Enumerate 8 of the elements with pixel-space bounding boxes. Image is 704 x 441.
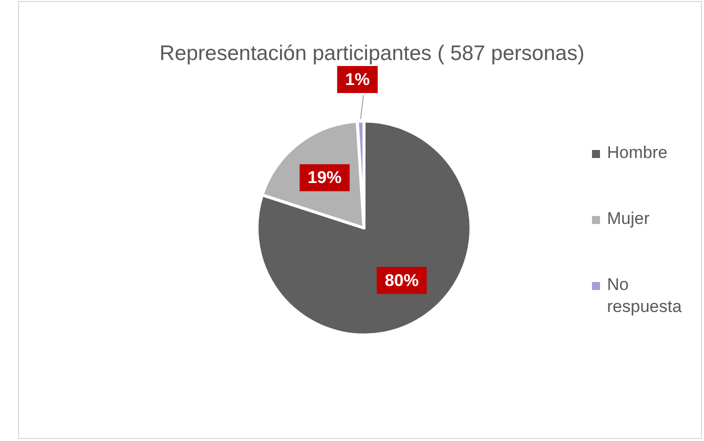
data-label: 19% (308, 168, 342, 188)
legend-label: Hombre (607, 143, 668, 162)
chart-title: Representación participantes ( 587 personas) (160, 42, 584, 65)
data-label: 1% (345, 70, 370, 90)
legend-label: No respuesta (607, 275, 682, 316)
data-label: 80% (384, 270, 419, 290)
legend-label: Mujer (607, 209, 650, 228)
pie-slice (256, 120, 472, 336)
